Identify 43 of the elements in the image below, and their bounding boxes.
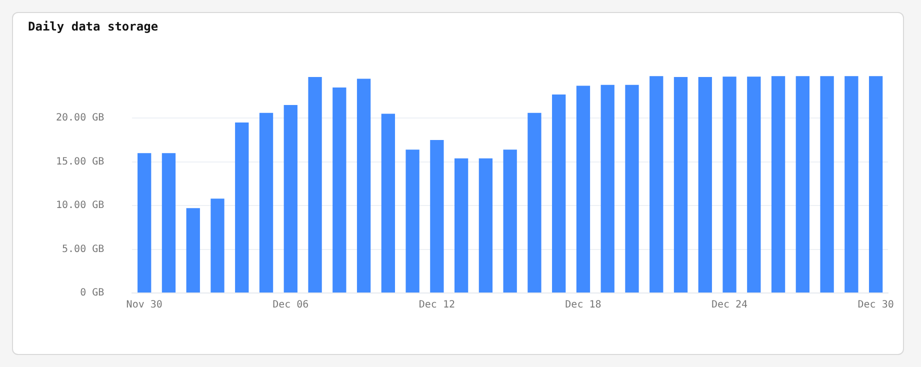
- bar: [478, 158, 493, 292]
- bar: [528, 112, 542, 292]
- bar: [771, 76, 786, 292]
- bar: [235, 122, 249, 292]
- bar: [650, 76, 664, 292]
- y-tick-label: 0 GB: [80, 288, 104, 299]
- chart-title: Daily data storage: [28, 19, 158, 34]
- bar: [454, 158, 468, 292]
- bar: [844, 76, 858, 292]
- bar: [356, 78, 371, 292]
- bar: [552, 94, 566, 292]
- bar: [576, 86, 590, 292]
- bar: [600, 84, 614, 292]
- y-tick-label: 5.00 GB: [62, 244, 104, 255]
- bar: [722, 76, 736, 292]
- bar: [284, 105, 298, 292]
- bar: [138, 153, 152, 292]
- bar: [820, 76, 834, 292]
- y-tick-label: 10.00 GB: [56, 200, 104, 212]
- bar: [868, 76, 883, 292]
- bar: [259, 112, 274, 292]
- bar: [625, 84, 639, 292]
- x-tick-label: Dec 18: [565, 300, 602, 311]
- bar: [210, 198, 224, 292]
- bar: [796, 76, 810, 292]
- bar: [332, 88, 346, 292]
- x-tick-label: Dec 12: [418, 300, 455, 311]
- bar: [186, 208, 200, 292]
- bar: [308, 77, 322, 292]
- bar: [162, 153, 176, 292]
- x-tick-label: Dec 30: [858, 300, 894, 311]
- bar: [406, 150, 420, 292]
- bar: [381, 114, 395, 292]
- bar: [503, 150, 517, 292]
- bar: [747, 76, 761, 292]
- y-tick-label: 15.00 GB: [56, 156, 104, 168]
- x-tick-label: Nov 30: [126, 300, 162, 311]
- y-tick-label: 20.00 GB: [56, 112, 104, 124]
- bar: [430, 140, 444, 292]
- bar: [674, 77, 688, 292]
- x-tick-label: Dec 06: [272, 300, 309, 311]
- x-tick-label: Dec 24: [711, 300, 748, 311]
- bar: [698, 77, 712, 292]
